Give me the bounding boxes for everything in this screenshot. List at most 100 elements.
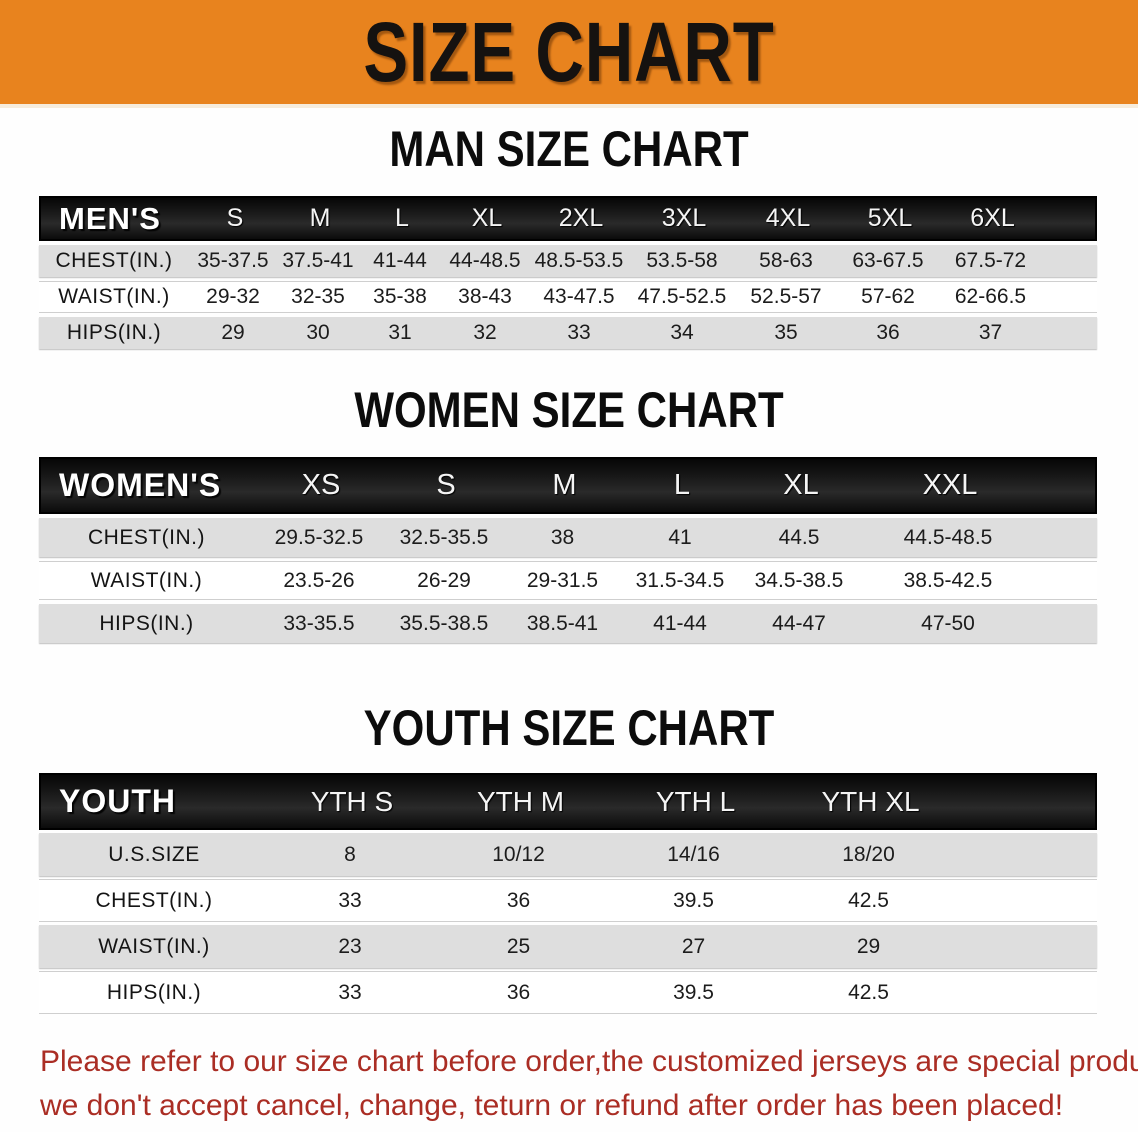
women-chest-row: CHEST(IN.) 29.5-32.5 32.5-35.5 38 41 44.… — [39, 518, 1097, 557]
cell-value: 29-31.5 — [526, 568, 599, 592]
row-label: CHEST(IN.) — [95, 888, 213, 912]
cell-value: 44.5 — [778, 525, 820, 549]
cell-value: 29 — [856, 934, 881, 958]
women-size-col-xl: XL — [783, 469, 819, 501]
cell-value: 44-47 — [772, 611, 826, 635]
youth-ussize-row: U.S.SIZE 8 10/12 14/16 18/20 — [39, 833, 1097, 876]
youth-table-header-row: YOUTH YTH S YTH M YTH L YTH XL — [39, 773, 1097, 830]
men-size-col-l: L — [395, 204, 409, 232]
cell-value: 8 — [344, 842, 356, 866]
cell-value: 32.5-35.5 — [399, 525, 489, 549]
row-label: U.S.SIZE — [108, 842, 200, 866]
women-size-col-s: S — [436, 469, 456, 501]
youth-table-corner-label: YOUTH — [59, 783, 176, 819]
men-size-col-6xl: 6XL — [970, 204, 1015, 232]
row-label: HIPS(IN.) — [66, 321, 162, 344]
women-size-col-xs: XS — [301, 469, 341, 501]
cell-value: 41-44 — [373, 249, 427, 272]
men-table-corner-label: MEN'S — [59, 200, 161, 236]
cell-value: 43-47.5 — [543, 285, 615, 308]
men-waist-row: WAIST(IN.) 29-32 32-35 35-38 38-43 43-47… — [39, 281, 1097, 313]
women-size-col-m: M — [552, 469, 577, 501]
youth-size-col-xl: YTH XL — [821, 785, 920, 817]
cell-value: 36 — [506, 980, 531, 1004]
men-size-col-s: S — [226, 204, 244, 232]
cell-value: 23 — [338, 934, 362, 958]
cell-value: 30 — [306, 321, 330, 344]
cell-value: 62-66.5 — [954, 285, 1027, 308]
cell-value: 18/20 — [842, 842, 895, 866]
row-label: HIPS(IN.) — [106, 980, 202, 1004]
cell-value: 32-35 — [291, 285, 345, 308]
cell-value: 42.5 — [848, 980, 889, 1004]
cell-value: 23.5-26 — [283, 568, 355, 592]
cell-value: 44.5-48.5 — [903, 525, 993, 549]
cell-value: 42.5 — [848, 888, 889, 912]
men-hips-row: HIPS(IN.) 29 30 31 32 33 34 35 36 37 — [39, 317, 1097, 349]
cell-value: 33 — [338, 980, 362, 1004]
disclaimer-line-1: Please refer to our size chart before or… — [40, 1045, 1138, 1078]
youth-size-col-m: YTH M — [476, 785, 565, 817]
cell-value: 41-44 — [653, 611, 707, 635]
youth-size-col-s: YTH S — [310, 785, 394, 817]
cell-value: 52.5-57 — [750, 285, 822, 308]
cell-value: 39.5 — [673, 888, 714, 912]
cell-value: 29 — [221, 321, 245, 344]
banner: SIZE CHART — [0, 0, 1138, 108]
cell-value: 37 — [978, 321, 1003, 344]
cell-value: 39.5 — [673, 980, 714, 1004]
men-size-col-3xl: 3XL — [661, 204, 707, 232]
youth-chest-row: CHEST(IN.) 33 36 39.5 42.5 — [39, 879, 1097, 922]
men-size-col-5xl: 5XL — [867, 204, 913, 232]
men-size-col-xl: XL — [471, 204, 503, 232]
men-section-heading: MAN SIZE CHART — [389, 121, 749, 177]
cell-value: 35-38 — [373, 285, 427, 308]
men-chest-row: CHEST(IN.) 35-37.5 37.5-41 41-44 44-48.5… — [39, 245, 1097, 277]
cell-value: 44-48.5 — [449, 249, 521, 272]
men-size-col-4xl: 4XL — [765, 204, 811, 232]
women-table-corner-label: WOMEN'S — [59, 467, 222, 503]
cell-value: 47.5-52.5 — [637, 285, 727, 308]
row-label: CHEST(IN.) — [55, 249, 173, 272]
disclaimer-line-2: we don't accept cancel, change, teturn o… — [40, 1089, 1064, 1122]
row-label: HIPS(IN.) — [99, 611, 194, 635]
cell-value: 36 — [506, 888, 531, 912]
cell-value: 26-29 — [417, 568, 471, 592]
cell-value: 47-50 — [921, 611, 975, 635]
women-size-table: WOMEN'S XS S M L XL XXL CHEST(IN.) 29.5-… — [39, 457, 1097, 643]
row-label: WAIST(IN.) — [90, 568, 203, 592]
women-waist-row: WAIST(IN.) 23.5-26 26-29 29-31.5 31.5-34… — [39, 561, 1097, 600]
cell-value: 31 — [388, 321, 412, 344]
cell-value: 58-63 — [759, 249, 813, 272]
cell-value: 33 — [338, 888, 362, 912]
cell-value: 32 — [473, 321, 497, 344]
cell-value: 14/16 — [667, 842, 720, 866]
cell-value: 38-43 — [458, 285, 512, 308]
men-size-col-m: M — [309, 204, 331, 232]
cell-value: 33 — [567, 321, 591, 344]
youth-section-heading: YOUTH SIZE CHART — [363, 700, 775, 756]
cell-value: 57-62 — [861, 285, 915, 308]
cell-value: 41 — [668, 525, 692, 549]
cell-value: 34.5-38.5 — [754, 568, 844, 592]
women-section-heading: WOMEN SIZE CHART — [354, 382, 784, 438]
cell-value: 34 — [670, 321, 694, 344]
men-size-col-2xl: 2XL — [558, 204, 604, 232]
row-label: WAIST(IN.) — [98, 934, 210, 958]
cell-value: 63-67.5 — [852, 249, 924, 272]
cell-value: 37.5-41 — [282, 249, 354, 272]
cell-value: 38 — [550, 525, 575, 549]
men-size-table: MEN'S S M L XL 2XL 3XL 4XL 5XL 6XL CHEST… — [39, 196, 1097, 349]
women-size-col-l: L — [673, 469, 691, 501]
cell-value: 48.5-53.5 — [534, 249, 624, 272]
women-hips-row: HIPS(IN.) 33-35.5 35.5-38.5 38.5-41 41-4… — [39, 604, 1097, 643]
cell-value: 10/12 — [492, 842, 545, 866]
men-table-header-row: MEN'S S M L XL 2XL 3XL 4XL 5XL 6XL — [39, 196, 1097, 241]
cell-value: 38.5-42.5 — [903, 568, 993, 592]
cell-value: 35.5-38.5 — [399, 611, 489, 635]
cell-value: 35-37.5 — [197, 249, 269, 272]
cell-value: 36 — [876, 321, 900, 344]
women-table-header-row: WOMEN'S XS S M L XL XXL — [39, 457, 1097, 514]
youth-hips-row: HIPS(IN.) 33 36 39.5 42.5 — [39, 971, 1097, 1014]
